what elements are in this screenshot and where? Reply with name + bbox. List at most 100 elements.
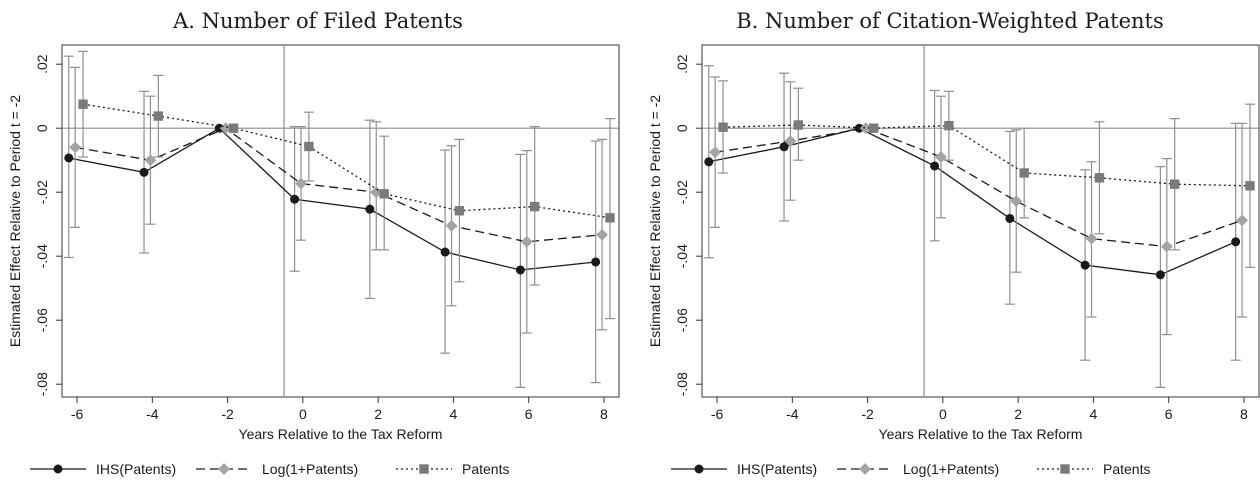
legend: IHS(Patents) Log(1+Patents) Patents bbox=[30, 461, 509, 477]
data-point bbox=[1094, 173, 1105, 183]
y-tick-label: -.08 bbox=[34, 372, 50, 396]
data-point bbox=[515, 265, 525, 275]
legend-label: Log(1+Patents) bbox=[262, 461, 358, 477]
y-tick-label: -.06 bbox=[674, 308, 690, 332]
x-tick-label: 6 bbox=[525, 406, 533, 422]
data-point bbox=[529, 201, 540, 212]
data-point bbox=[1231, 237, 1241, 247]
legend-marker-swatch bbox=[218, 463, 230, 475]
data-point bbox=[228, 123, 239, 133]
legend-item: Log(1+Patents) bbox=[196, 461, 358, 477]
x-tick-label: 0 bbox=[299, 406, 307, 422]
x-tick-label: -2 bbox=[221, 406, 234, 422]
legend-item: Patents bbox=[1037, 461, 1150, 477]
data-point bbox=[1155, 270, 1165, 280]
series-line bbox=[723, 124, 1250, 187]
series-circle bbox=[703, 65, 1241, 388]
data-point bbox=[1085, 232, 1098, 245]
x-tick-label: 2 bbox=[374, 406, 382, 422]
data-point bbox=[779, 142, 789, 152]
data-point bbox=[304, 141, 314, 152]
data-point bbox=[1160, 240, 1173, 253]
series-square bbox=[78, 50, 615, 320]
series-line bbox=[708, 127, 1236, 276]
x-tick-label: -6 bbox=[711, 406, 724, 422]
data-point bbox=[596, 228, 608, 241]
plot-frame bbox=[61, 44, 620, 398]
chart-panel-b: B. Number of Citation-Weighted Patents -6… bbox=[647, 9, 1260, 477]
y-tick-label: -.02 bbox=[34, 180, 50, 204]
legend-item: Patents bbox=[396, 461, 509, 477]
y-tick-label: -.04 bbox=[674, 244, 690, 268]
y-tick-label: 0 bbox=[34, 124, 50, 132]
data-point bbox=[64, 153, 74, 163]
legend-marker-swatch bbox=[419, 464, 429, 474]
x-tick-label: -6 bbox=[71, 406, 84, 422]
y-axis-label: Estimated Effect Relative to Period t = … bbox=[7, 95, 23, 347]
series-line bbox=[715, 127, 1243, 248]
legend-label: IHS(Patents) bbox=[737, 461, 817, 477]
data-point bbox=[1019, 168, 1029, 178]
series-line bbox=[75, 127, 603, 243]
data-point bbox=[295, 177, 307, 190]
data-point bbox=[784, 135, 797, 147]
data-point bbox=[944, 120, 954, 131]
series-diamond bbox=[69, 66, 608, 334]
x-tick-label: 8 bbox=[600, 406, 608, 422]
data-point bbox=[290, 194, 300, 204]
legend-label: Patents bbox=[462, 461, 509, 477]
data-point bbox=[454, 206, 465, 216]
data-point bbox=[605, 213, 615, 223]
data-point bbox=[1236, 214, 1248, 227]
series-square bbox=[718, 80, 1255, 268]
legend-marker-swatch bbox=[694, 464, 704, 474]
legend-item: IHS(Patents) bbox=[671, 461, 817, 477]
x-axis-label: Years Relative to the Tax Reform bbox=[879, 426, 1083, 442]
chart-title: B. Number of Citation-Weighted Patents bbox=[736, 9, 1164, 33]
data-point bbox=[78, 99, 88, 109]
data-point bbox=[379, 189, 389, 199]
data-point bbox=[144, 154, 157, 167]
data-point bbox=[718, 122, 728, 132]
data-point bbox=[1169, 179, 1180, 189]
data-point bbox=[709, 146, 722, 159]
legend-item: IHS(Patents) bbox=[30, 461, 176, 477]
data-point bbox=[591, 257, 601, 267]
legend-label: Log(1+Patents) bbox=[903, 461, 999, 477]
data-point bbox=[868, 123, 879, 133]
data-point bbox=[365, 204, 375, 214]
data-point bbox=[930, 161, 940, 171]
data-point bbox=[704, 157, 714, 167]
data-point bbox=[1005, 213, 1015, 223]
x-tick-label: 4 bbox=[1090, 406, 1098, 422]
y-tick-label: .02 bbox=[674, 54, 690, 74]
data-point bbox=[440, 247, 450, 257]
y-tick-label: -.06 bbox=[34, 308, 50, 332]
chart-panel-a: A. Number of Filed Patents -6 -4 -2 0 2 4 6 8 -.0… bbox=[7, 9, 620, 477]
data-point bbox=[139, 167, 149, 177]
legend-marker-swatch bbox=[1060, 464, 1070, 474]
x-tick-label: -4 bbox=[146, 406, 159, 422]
data-point bbox=[445, 219, 458, 232]
data-point bbox=[69, 141, 82, 154]
x-tick-label: -4 bbox=[786, 406, 799, 422]
x-tick-label: -2 bbox=[861, 406, 874, 422]
y-axis-label: Estimated Effect Relative to Period t = … bbox=[647, 95, 663, 347]
legend-label: Patents bbox=[1103, 461, 1150, 477]
y-tick-label: 0 bbox=[674, 124, 690, 132]
data-point bbox=[1245, 181, 1255, 191]
legend-item: Log(1+Patents) bbox=[837, 461, 999, 477]
y-tick-label: -.04 bbox=[34, 244, 50, 268]
chart-title: A. Number of Filed Patents bbox=[172, 9, 463, 33]
x-tick-label: 8 bbox=[1240, 406, 1248, 422]
x-tick-label: 0 bbox=[939, 406, 947, 422]
legend-marker-swatch bbox=[53, 464, 63, 474]
x-axis-label: Years Relative to the Tax Reform bbox=[239, 426, 443, 442]
data-point bbox=[793, 120, 804, 130]
x-tick-label: 2 bbox=[1014, 406, 1022, 422]
legend-label: IHS(Patents) bbox=[96, 461, 176, 477]
y-tick-label: -.08 bbox=[674, 372, 690, 396]
data-point bbox=[153, 111, 164, 121]
series-circle bbox=[63, 55, 601, 388]
